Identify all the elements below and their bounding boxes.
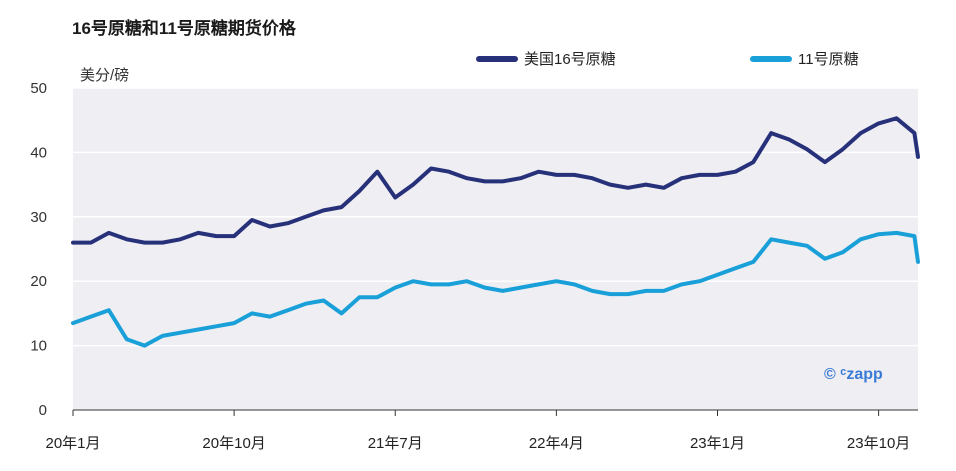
x-tick-label: 20年10月 [202,435,265,452]
y-axis-unit-label: 美分/磅 [80,67,130,84]
series-line-1 [71,116,920,245]
x-tick-label: 20年1月 [45,435,100,452]
series-line-2 [71,230,920,348]
y-tick-label: 50 [30,80,47,97]
legend-swatch-11 [750,55,792,62]
x-tick-label: 23年10月 [847,435,910,452]
legend-item-16: 美国16号原糖 [476,48,616,69]
y-tick-label: 30 [30,209,47,226]
legend-label-11: 11号原糖 [798,51,859,68]
x-tick-label: 21年7月 [368,435,423,452]
watermark-logo: © ᶜzapp [824,366,883,383]
y-tick-label: 0 [39,402,47,419]
legend-swatch-16 [476,55,518,62]
y-tick-label: 20 [30,273,47,290]
plot-background [73,88,918,410]
chart-title: 16号原糖和11号原糖期货价格 [72,19,296,38]
legend-label-16: 美国16号原糖 [524,51,616,68]
y-tick-label: 40 [30,144,47,161]
legend-item-11: 11号原糖 [750,48,859,69]
x-tick-label: 22年4月 [529,435,584,452]
y-tick-label: 10 [30,338,47,355]
x-tick-label: 23年1月 [690,435,745,452]
